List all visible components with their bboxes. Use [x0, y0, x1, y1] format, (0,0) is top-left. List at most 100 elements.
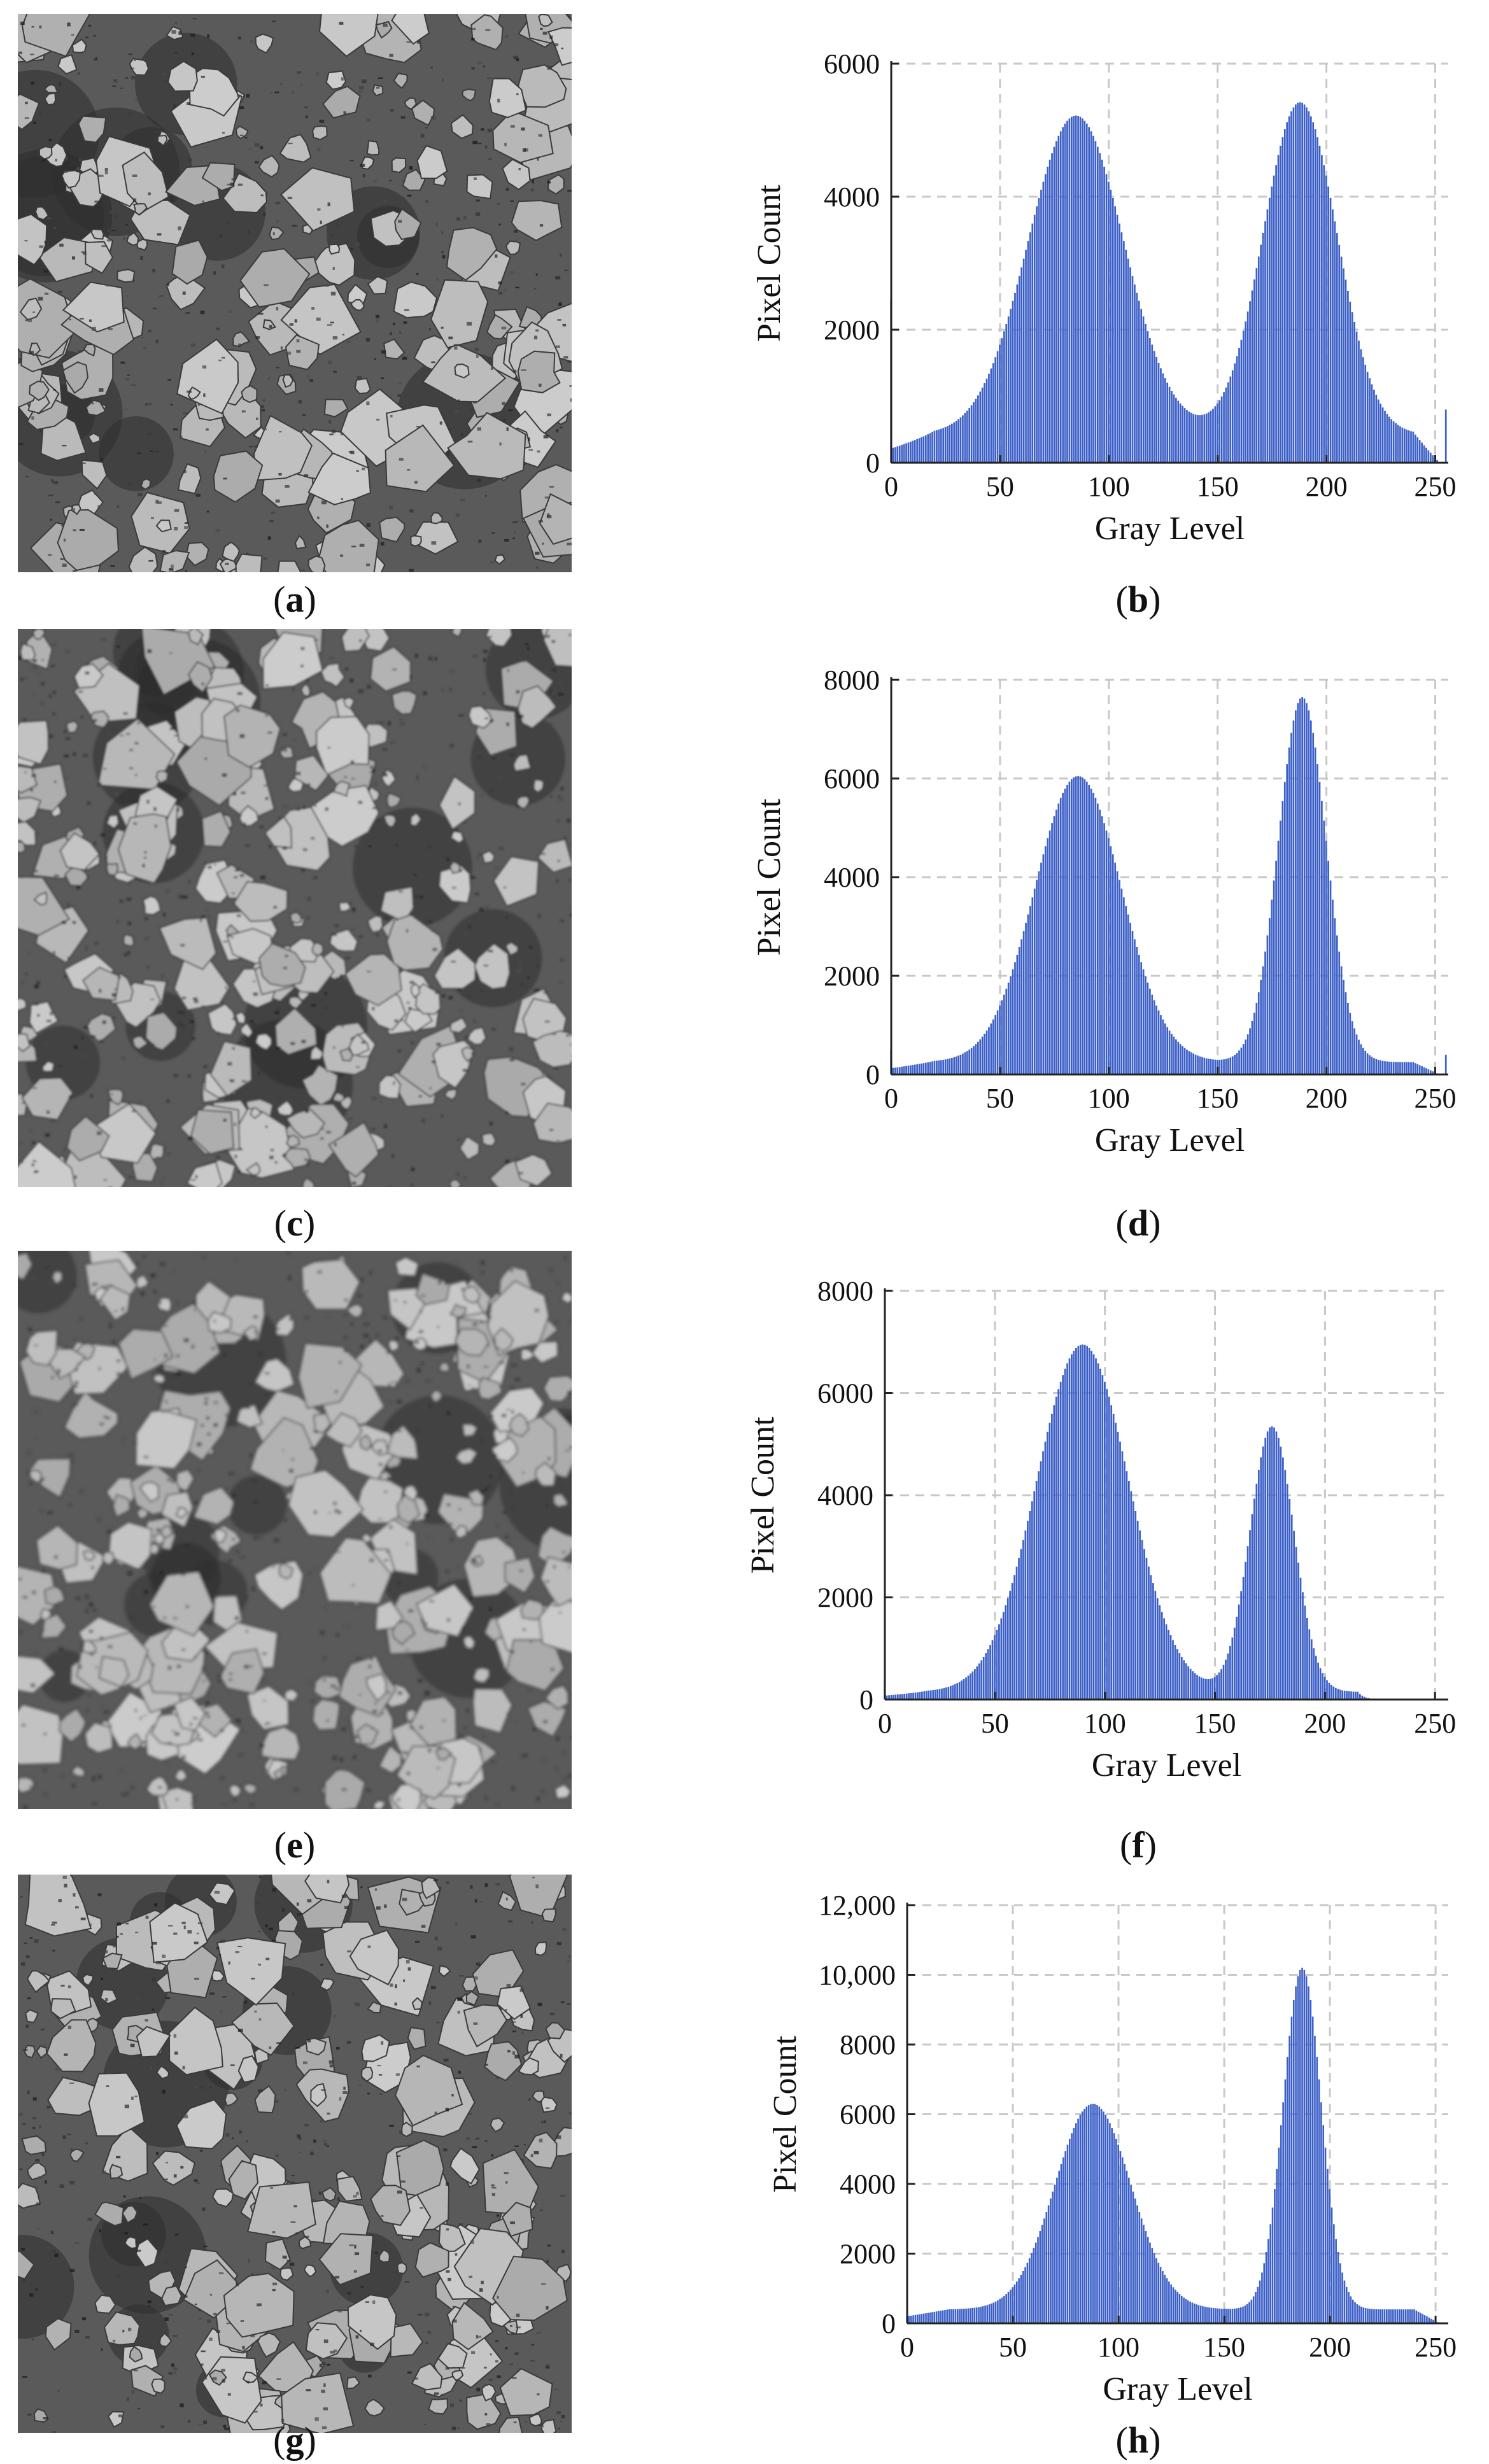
- micrograph-speckle: [64, 754, 69, 757]
- micrograph-speckle: [222, 814, 228, 816]
- micrograph-speckle: [325, 807, 328, 812]
- histogram-bar: [1313, 1648, 1315, 1700]
- histogram-bar: [1273, 1427, 1275, 1700]
- micrograph-speckle: [360, 1886, 363, 1889]
- micrograph-speckle: [389, 1525, 393, 1529]
- micrograph-speckle: [359, 639, 362, 642]
- micrograph-speckle: [477, 2335, 482, 2338]
- micrograph-speckle: [201, 1005, 206, 1008]
- micrograph-speckle: [99, 989, 102, 993]
- micrograph-grain: [370, 645, 411, 692]
- micrograph-speckle: [533, 335, 538, 340]
- micrograph-speckle: [371, 1527, 376, 1531]
- micrograph-speckle: [178, 226, 181, 230]
- micrograph-speckle: [39, 111, 42, 115]
- x-tick-label: 50: [986, 471, 1014, 502]
- histogram-bar: [1384, 411, 1386, 463]
- x-axis-title: Gray Level: [1103, 2371, 1252, 2407]
- histogram-bar: [1119, 2151, 1122, 2323]
- histogram-bar: [1083, 120, 1086, 463]
- micrograph-speckle: [62, 1875, 67, 1879]
- micrograph-speckle: [376, 418, 380, 421]
- micrograph-speckle: [276, 1046, 281, 1050]
- micrograph-speckle: [116, 725, 122, 728]
- micrograph-speckle: [458, 1735, 462, 1736]
- micrograph-speckle: [396, 2155, 401, 2157]
- micrograph-speckle: [478, 853, 481, 856]
- micrograph-speckle: [98, 1367, 101, 1370]
- micrograph-speckle: [323, 2407, 328, 2411]
- micrograph-speckle: [431, 930, 434, 933]
- histogram-bar: [1111, 197, 1114, 463]
- micrograph-speckle: [288, 1317, 292, 1321]
- micrograph-speckle: [64, 730, 66, 733]
- histogram-bar: [1114, 862, 1117, 1074]
- micrograph-speckle: [458, 989, 461, 991]
- y-axis-title: Pixel Count: [767, 2035, 803, 2193]
- histogram-bar: [1343, 2280, 1346, 2323]
- micrograph-speckle: [249, 1020, 254, 1023]
- micrograph-speckle: [34, 2186, 38, 2189]
- histogram-bar: [1140, 2218, 1143, 2323]
- micrograph-speckle: [30, 2281, 35, 2284]
- micrograph-speckle: [383, 1316, 387, 1320]
- micrograph-speckle: [305, 1164, 309, 1166]
- micrograph-speckle: [52, 1921, 57, 1924]
- micrograph-grain: [201, 810, 232, 848]
- histogram-bar: [1153, 1000, 1155, 1074]
- histogram-bar: [1041, 2225, 1043, 2323]
- histogram-bar: [1164, 2274, 1166, 2323]
- micrograph-speckle: [202, 1257, 206, 1259]
- micrograph-grain: [240, 1022, 254, 1039]
- micrograph-speckle: [33, 1651, 38, 1655]
- histogram-bar: [1337, 2251, 1339, 2323]
- histogram-bar: [1060, 2164, 1062, 2323]
- histogram-bar: [1288, 1498, 1291, 1700]
- micrograph-speckle: [173, 104, 176, 108]
- histogram-bar: [1380, 2309, 1381, 2323]
- micrograph-speckle: [39, 1618, 43, 1621]
- micrograph-speckle: [164, 1353, 168, 1358]
- micrograph-speckle: [461, 1287, 463, 1292]
- micrograph-speckle: [504, 2172, 509, 2174]
- micrograph-speckle: [218, 2272, 224, 2274]
- micrograph-speckle: [21, 1724, 25, 1727]
- micrograph-grain: [451, 2369, 464, 2381]
- histogram-bar: [1336, 233, 1338, 463]
- micrograph-speckle: [323, 1657, 326, 1660]
- micrograph-speckle: [433, 1879, 439, 1882]
- micrograph-speckle: [545, 1504, 548, 1507]
- histogram-bar: [1070, 116, 1073, 463]
- histogram-bar: [1090, 2104, 1092, 2323]
- micrograph-speckle: [528, 946, 533, 948]
- micrograph-speckle: [431, 541, 437, 545]
- micrograph-speckle: [568, 633, 572, 637]
- histogram-bar: [901, 1694, 903, 1700]
- micrograph-speckle: [438, 1281, 441, 1285]
- micrograph-speckle: [123, 952, 129, 957]
- micrograph-speckle: [383, 773, 388, 777]
- micrograph-speckle: [258, 1071, 260, 1074]
- histogram-bar: [1288, 747, 1290, 1074]
- micrograph-speckle: [417, 1368, 421, 1372]
- micrograph-speckle: [291, 2174, 295, 2176]
- micrograph-speckle: [159, 1398, 162, 1400]
- histogram-bar: [1253, 1498, 1255, 1700]
- micrograph-speckle: [92, 1803, 97, 1805]
- micrograph-speckle: [500, 788, 505, 791]
- micrograph-speckle: [365, 2301, 369, 2304]
- micrograph-speckle: [260, 1405, 266, 1407]
- micrograph-speckle: [196, 1469, 201, 1471]
- micrograph-grain: [318, 2233, 374, 2286]
- micrograph-speckle: [567, 542, 572, 546]
- micrograph-speckle: [113, 1945, 116, 1948]
- micrograph-speckle: [282, 1908, 285, 1912]
- micrograph-speckle: [400, 719, 403, 721]
- micrograph-speckle: [489, 1414, 494, 1418]
- histogram-bar: [1042, 1451, 1044, 1700]
- micrograph-speckle: [550, 1668, 555, 1671]
- histogram-bar: [916, 2314, 919, 2323]
- micrograph-speckle: [401, 180, 404, 183]
- micrograph-speckle: [173, 1074, 178, 1077]
- histogram-bar: [1119, 223, 1120, 463]
